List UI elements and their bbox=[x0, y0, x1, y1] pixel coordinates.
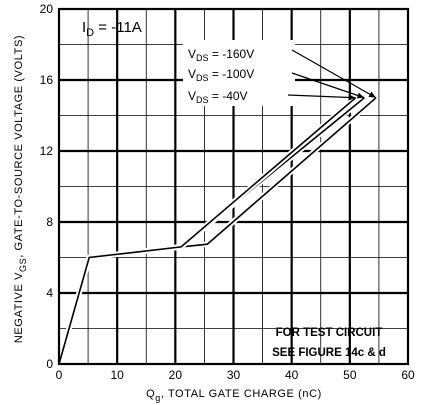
x-tick-label: 60 bbox=[401, 368, 415, 382]
drain-current-condition: ID = -11A bbox=[82, 19, 142, 39]
y-tick-label: 12 bbox=[40, 144, 54, 158]
plot-frame bbox=[57, 7, 410, 366]
series-label: VDS = -40V bbox=[188, 89, 248, 105]
tick-labels: 0 10 20 30 40 50 60 0 4 8 12 16 20 bbox=[40, 2, 415, 382]
y-tick-label: 0 bbox=[46, 357, 53, 371]
series-leader-line bbox=[287, 94, 356, 99]
x-tick-label: 10 bbox=[110, 368, 124, 382]
x-tick-label: 30 bbox=[227, 368, 241, 382]
x-tick-label: 0 bbox=[56, 368, 63, 382]
series-label: VDS = -100V bbox=[188, 67, 254, 83]
series-label-background bbox=[183, 40, 295, 106]
x-tick-label: 20 bbox=[169, 368, 183, 382]
series-arrowhead bbox=[348, 94, 356, 101]
series-leader-line bbox=[291, 49, 377, 99]
series-layer bbox=[56, 95, 378, 365]
y-tick-label: 16 bbox=[40, 73, 54, 87]
series-labels: VDS = -160V VDS = -100V VDS = -40V bbox=[183, 40, 377, 106]
y-tick-label: 8 bbox=[46, 215, 53, 229]
x-tick-label: 40 bbox=[285, 368, 299, 382]
series-line-halo-1 bbox=[56, 95, 378, 365]
x-axis-title: Qg, TOTAL GATE CHARGE (nC) bbox=[146, 388, 322, 403]
series-arrowhead bbox=[368, 91, 377, 98]
series-line-halo-2 bbox=[56, 95, 367, 365]
series-label: VDS = -160V bbox=[188, 47, 254, 63]
series-arrowhead bbox=[356, 92, 365, 99]
y-tick-label: 4 bbox=[46, 286, 53, 300]
series-line-3 bbox=[58, 97, 357, 365]
y-tick-label: 20 bbox=[40, 2, 54, 16]
y-axis-title: NEGATIVE VGS, GATE-TO-SOURCE VOLTAGE (VO… bbox=[13, 35, 28, 343]
x-tick-label: 50 bbox=[343, 368, 357, 382]
note-line-2: SEE FIGURE 14c & d bbox=[272, 347, 386, 359]
series-line-halo-3 bbox=[56, 95, 358, 365]
series-leader-line bbox=[291, 72, 365, 99]
note-line-1: FOR TEST CIRCUIT bbox=[276, 327, 383, 339]
test-circuit-note: FOR TEST CIRCUIT SEE FIGURE 14c & d bbox=[272, 327, 386, 359]
